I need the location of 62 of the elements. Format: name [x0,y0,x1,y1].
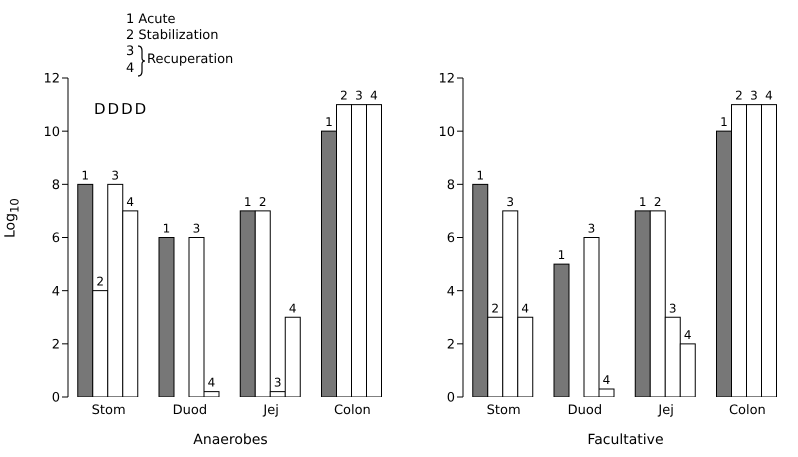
annotation: 4 [126,194,134,209]
text: 2 Stabilization [126,28,218,44]
y-tick-label: 12 [43,72,60,87]
text: 1 [720,115,728,130]
text: 4 [288,301,297,316]
x-tick-label: Colon [728,403,766,418]
y-tick-label: 8 [446,178,455,193]
text: 2 [735,88,743,103]
x-tick-label: Stom [92,403,126,418]
text: 2 [654,194,662,209]
x-tick-label: Jej [657,403,674,418]
y-tick-label: 0 [446,390,455,406]
series-label: 3 [506,194,514,209]
series-label: 2 [491,301,500,316]
series-label: 2 [96,274,104,289]
y-tick-label: 4 [446,284,455,300]
series-label: 3 [111,168,120,182]
series-label: 4 [521,301,530,316]
text: 1 [162,222,170,236]
x-tick-label: Jej [262,403,279,418]
text: 4 [684,328,692,342]
annotation: DDDD [94,100,148,118]
text: Recuperation [147,52,234,68]
text: 1 [558,248,566,262]
text: 3 [355,88,363,103]
text: 3 [750,88,758,103]
text: 4 [208,376,216,390]
annotation: 3 [192,222,200,236]
text: 1 Acute [126,12,177,28]
y-tick-label: 6 [52,231,60,246]
text: 3 [668,301,677,316]
text: 2 [258,194,267,209]
bar [554,264,570,397]
x-tick-label: Stom [486,403,521,418]
text: 3 [274,376,282,390]
text: 1 [638,194,647,209]
x-tick-label: Colon [334,403,371,418]
y-tick-label: 6 [446,231,455,246]
y-tick-label: 10 [438,124,455,140]
x-tick-label: Duod [568,403,602,418]
y-tick-label: 12 [438,72,455,87]
y-tick-label: 8 [52,178,60,193]
series-label: 1 [81,168,90,182]
text: 4 [765,88,773,103]
x-tick-label: Duod [172,403,208,418]
text: 3 [588,222,596,236]
y-tick-label: 2 [446,337,455,352]
bar [158,237,174,397]
x-axis-title: Anaerobes [192,432,269,448]
legend-label: 4 [126,61,134,77]
y-tick-label: 4 [52,284,60,300]
series-label: 1 [476,168,484,182]
text: 1 [244,194,252,209]
text: 4 [370,88,378,103]
y-tick-label: 2 [52,337,60,352]
text: 3 [126,44,134,59]
x-axis-title: Facultative [586,432,665,448]
text: 1 [325,115,333,130]
y-tick-label: 0 [52,390,60,406]
text: 2 [340,88,348,103]
text: 4 [602,373,610,388]
y-tick-label: 10 [43,124,60,140]
